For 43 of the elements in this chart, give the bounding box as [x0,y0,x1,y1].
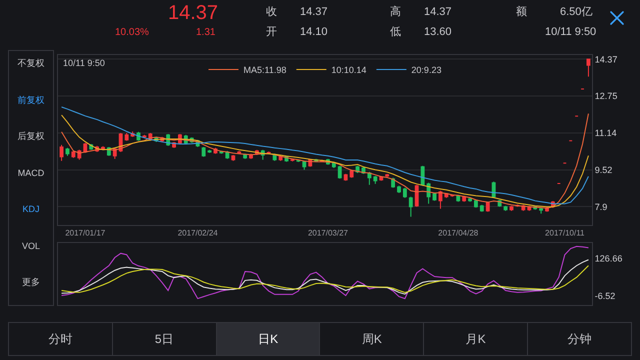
text: 14.37 [424,6,452,18]
legend-label: 20:9.23 [411,65,442,76]
y-tick-label: 14.37 [594,54,618,64]
text: 14.10 [300,26,328,38]
text: 不复权 [18,58,44,68]
text: 5日 [112,323,217,355]
text: 14.37 [300,6,328,18]
text: 13.60 [424,26,452,38]
y-tick-label: 11.14 [594,128,617,138]
text: 分钟 [566,330,593,348]
y-tick-label: 126.66 [594,254,622,264]
x-tick-label: 2017/04/28 [438,228,479,238]
text: 开 [266,26,277,38]
text: 6.50亿 [560,6,592,18]
text: 前复权 [18,94,44,104]
text: 日K [216,323,320,355]
text: 10/11 9:50 [545,26,596,38]
y-tick-label: 12.75 [594,91,618,102]
text: 14.37 [168,2,218,24]
text: 1.31 [196,27,216,38]
text: 收 [266,6,277,18]
y-tick-label: 7.9 [594,202,608,212]
text: KDJ [22,204,40,214]
annotation: 10/11 9:50 [63,58,105,68]
text: 月K [424,323,528,355]
y-tick-label: -6.52 [594,290,616,301]
x-tick-label: 2017/02/24 [178,228,218,238]
text: MACD [18,168,44,178]
legend-label: MA5:11.98 [244,65,286,76]
y-tick-label: 9.52 [594,164,612,175]
x-tick-label: 2017/10/11 [545,228,586,238]
text: 分时 [9,323,113,355]
legend-label: 10:10.14 [331,65,366,76]
text: 后复权 [18,131,44,141]
text: 更多 [22,277,40,287]
x-tick-label: 2017/01/17 [65,228,106,238]
text: 额 [516,6,527,18]
text: 高 [390,6,401,18]
x-tick-label: 2017/03/27 [308,228,349,238]
text: VOL [22,240,40,250]
text: 10.03% [115,27,149,38]
text: 周K [320,323,424,355]
text: 低 [390,26,401,38]
